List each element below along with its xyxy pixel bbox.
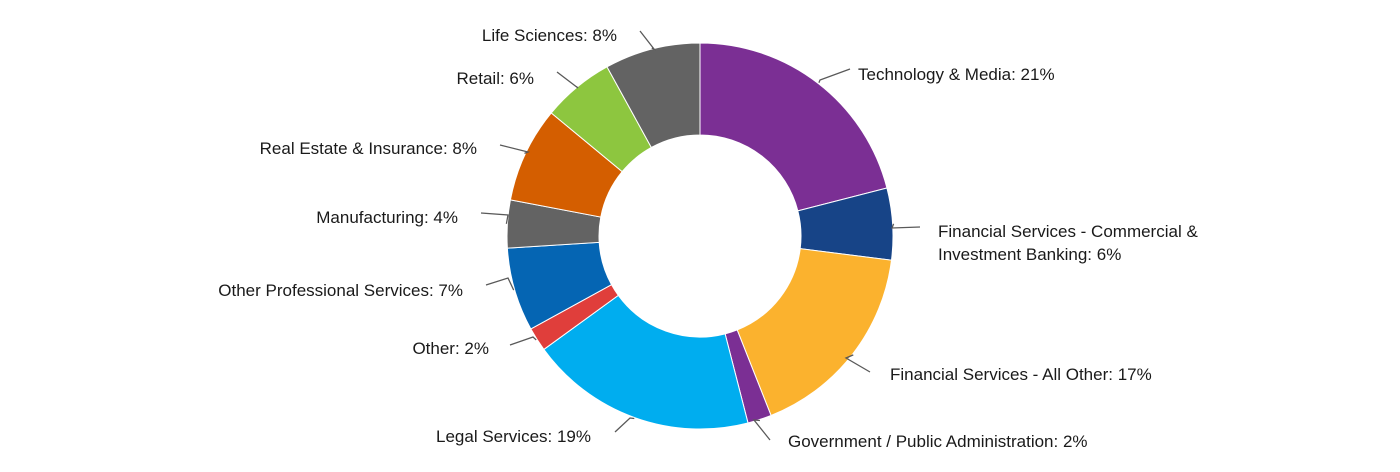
data-label-line: Retail: 6% [457, 69, 534, 88]
data-label-manufacturing: Manufacturing: 4% [316, 208, 458, 227]
slice-life-sciences [606, 42, 701, 149]
data-label-retail: Retail: 6% [457, 69, 534, 88]
leader-line-other-professional-services [485, 277, 515, 291]
leader-line-government-public-administration [752, 419, 771, 441]
data-label-line: Technology & Media: 21% [858, 65, 1055, 84]
leader-line-life-sciences [639, 30, 656, 51]
data-label-line: Financial Services - All Other: 17% [890, 365, 1152, 384]
slices-layer [506, 42, 894, 430]
leader-line-retail [556, 71, 579, 89]
data-label-line: Life Sciences: 8% [482, 26, 617, 45]
data-label-line: Real Estate & Insurance: 8% [260, 139, 477, 158]
leader-line-financial-services-commercial-investment-banking [891, 223, 921, 229]
data-label-line: Financial Services - Commercial & [938, 222, 1198, 241]
leader-line-other [509, 336, 537, 346]
data-label-technology-media: Technology & Media: 21% [858, 65, 1055, 84]
leader-lines-layer [480, 30, 921, 441]
slice-financial-services-all-other [736, 248, 893, 417]
data-label-line: Investment Banking: 6% [938, 245, 1121, 264]
data-label-line: Manufacturing: 4% [316, 208, 458, 227]
leader-line-real-estate-insurance [499, 144, 531, 155]
slice-technology-media [699, 42, 888, 212]
data-label-other-professional-services: Other Professional Services: 7% [218, 281, 463, 300]
data-label-line: Other: 2% [412, 339, 489, 358]
data-label-government-public-administration: Government / Public Administration: 2% [788, 432, 1088, 451]
data-label-legal-services: Legal Services: 19% [436, 427, 591, 446]
data-label-financial-services-commercial-investment-banking: Financial Services - Commercial & Investm… [938, 222, 1198, 264]
leader-line-technology-media [818, 68, 851, 83]
data-label-real-estate-insurance: Real Estate & Insurance: 8% [260, 139, 477, 158]
data-label-financial-services-all-other: Financial Services - All Other: 17% [890, 365, 1152, 384]
slice-legal-services [543, 294, 749, 430]
leader-line-financial-services-all-other [844, 354, 871, 373]
data-label-line: Other Professional Services: 7% [218, 281, 463, 300]
labels-layer: Technology & Media: 21% Financial Service… [218, 26, 1198, 451]
data-label-line: Government / Public Administration: 2% [788, 432, 1088, 451]
leader-line-legal-services [614, 417, 635, 433]
data-label-line: Legal Services: 19% [436, 427, 591, 446]
data-label-other: Other: 2% [412, 339, 489, 358]
data-label-life-sciences: Life Sciences: 8% [482, 26, 617, 45]
leader-line-manufacturing [480, 212, 509, 224]
